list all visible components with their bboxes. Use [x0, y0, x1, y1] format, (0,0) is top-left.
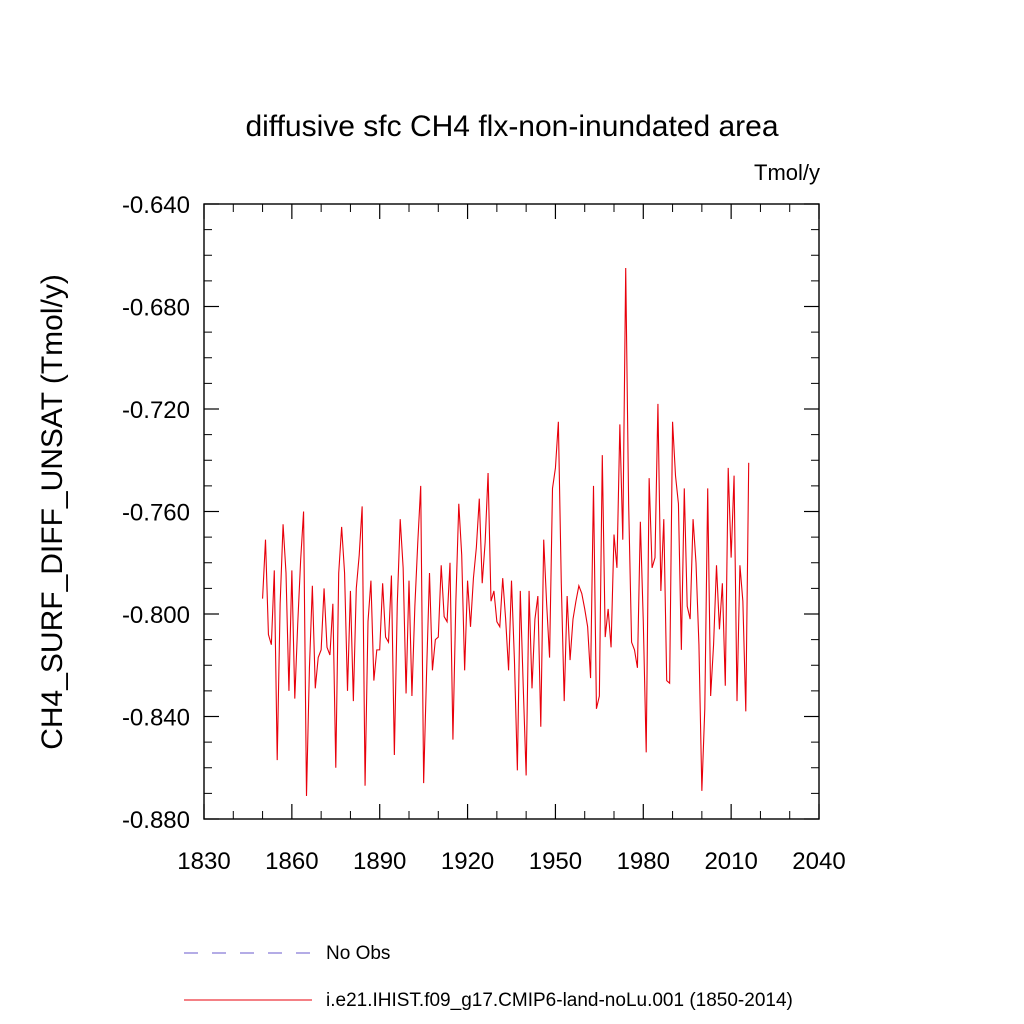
- units-label: Tmol/y: [754, 160, 820, 185]
- x-tick-label: 1890: [353, 848, 406, 875]
- x-tick-label: 2040: [792, 848, 845, 875]
- y-tick-label: -0.880: [122, 807, 190, 834]
- legend-series-label: i.e21.IHIST.f09_g17.CMIP6-land-noLu.001 …: [326, 990, 793, 1011]
- x-tick-label: 1830: [177, 848, 230, 875]
- legend: No Obs i.e21.IHIST.f09_g17.CMIP6-land-no…: [184, 943, 793, 1011]
- x-tick-label: 1950: [529, 848, 582, 875]
- y-tick-label: -0.760: [122, 500, 190, 527]
- y-tick-label: -0.720: [122, 397, 190, 424]
- chart-title: diffusive sfc CH4 flx-non-inundated area: [245, 110, 778, 143]
- axis-ticks: 1830 1860 1890 1920 1950 1980 2010 2040 -0.880 -0…: [122, 192, 846, 875]
- series-group: [262, 268, 750, 796]
- plot-frame: [203, 203, 820, 820]
- legend-obs-label: No Obs: [326, 943, 390, 964]
- y-tick-label: -0.640: [122, 192, 190, 219]
- x-tick-label: 1860: [265, 848, 318, 875]
- x-tick-label: 1920: [441, 848, 494, 875]
- y-tick-label: -0.800: [122, 602, 190, 629]
- x-tick-label: 1980: [617, 848, 670, 875]
- y-tick-label: -0.840: [122, 705, 190, 732]
- y-axis-label: CH4_SURF_DIFF_UNSAT (Tmol/y): [36, 274, 69, 750]
- series-line: [262, 268, 750, 796]
- y-tick-label: -0.680: [122, 295, 190, 322]
- x-tick-label: 2010: [704, 848, 757, 875]
